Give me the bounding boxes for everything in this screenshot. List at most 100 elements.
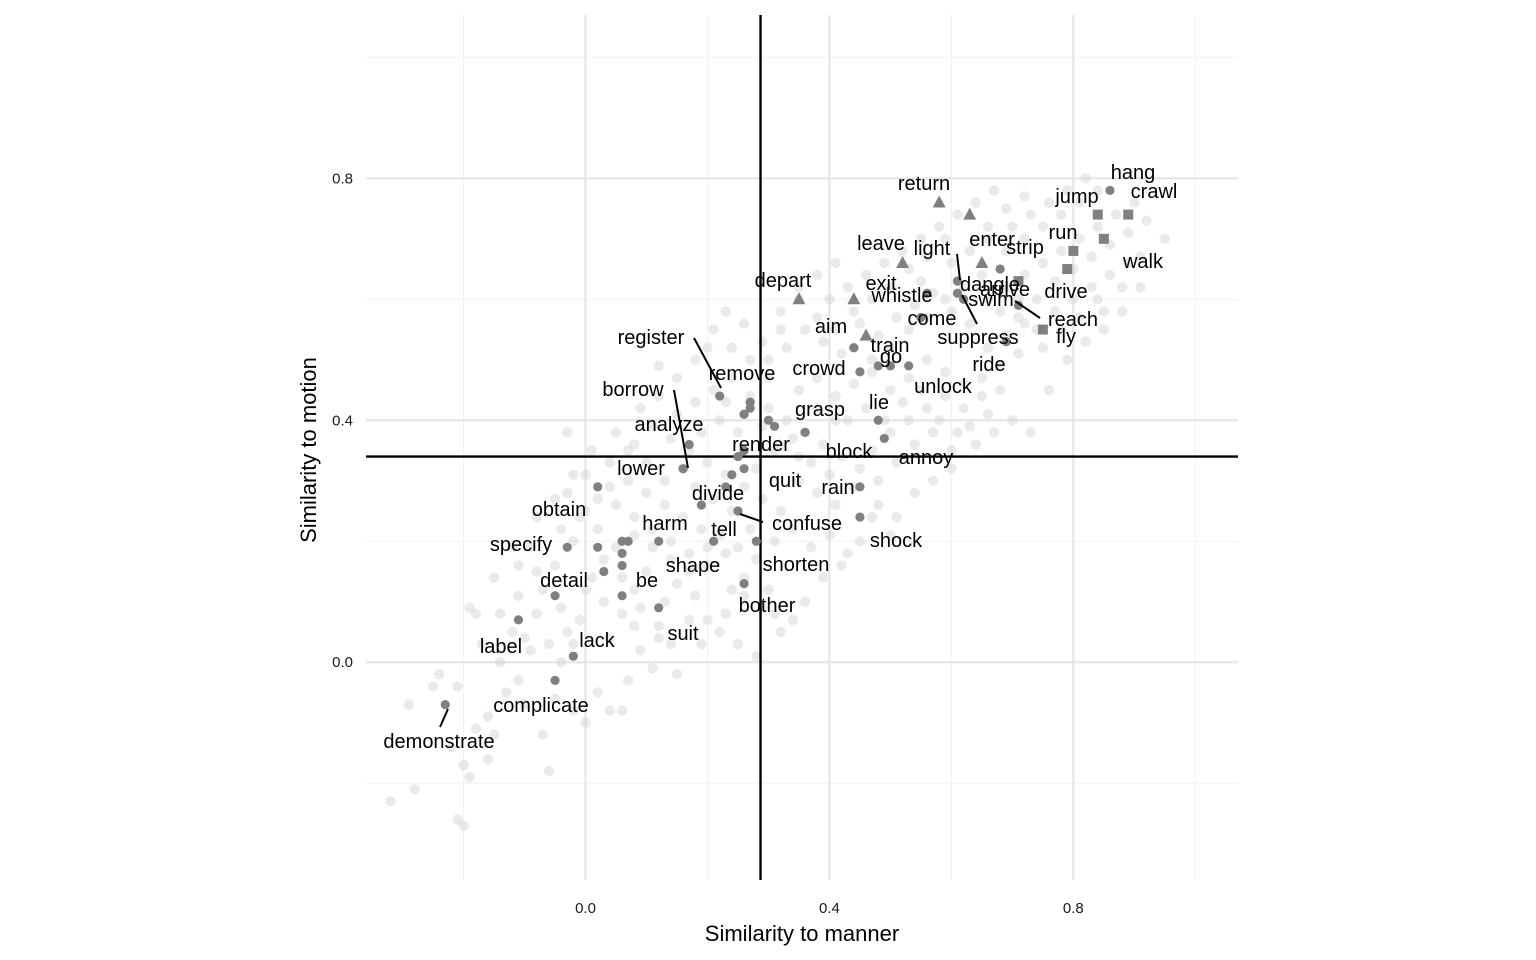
background-point (940, 294, 951, 305)
circle-point (1105, 185, 1115, 196)
background-point (568, 638, 579, 650)
background-point (635, 602, 646, 613)
square-point (1092, 209, 1103, 220)
background-point (452, 681, 463, 692)
circle-point (678, 464, 688, 474)
point-label: return (898, 173, 950, 195)
circle-point (873, 415, 883, 425)
background-point (1092, 221, 1103, 232)
background-point (659, 499, 670, 511)
background-point (860, 269, 872, 281)
background-point (690, 481, 701, 493)
circle-point (855, 367, 865, 377)
background-point (769, 536, 780, 547)
background-point (915, 275, 927, 287)
point-label: suppress (937, 327, 1018, 349)
background-point (1074, 312, 1085, 323)
background-point (592, 493, 603, 505)
point-label: label (480, 636, 522, 658)
background-point (1007, 415, 1018, 426)
background-point (1123, 227, 1134, 238)
point-label: leave (857, 233, 905, 255)
square-point (1123, 209, 1134, 220)
point-label: light (914, 238, 951, 260)
background-point (1062, 354, 1073, 365)
background-point (763, 372, 774, 384)
background-point (1019, 318, 1030, 329)
background-point (903, 372, 914, 384)
background-point (409, 784, 420, 795)
background-point (531, 566, 542, 577)
background-point (543, 638, 555, 650)
background-point (671, 578, 683, 589)
x-tick-label: 0.8 (1063, 900, 1084, 917)
background-point (946, 306, 957, 317)
background-point (732, 638, 744, 650)
background-point (994, 360, 1006, 372)
circle-point (617, 591, 627, 601)
background-point (757, 493, 768, 505)
x-tick-label: 0.0 (575, 900, 596, 917)
point-label: lie (869, 392, 889, 414)
background-point (757, 336, 768, 347)
background-point (653, 360, 664, 372)
background-point (812, 402, 823, 414)
point-label: specify (490, 534, 552, 556)
background-point (531, 608, 542, 620)
background-point (464, 771, 475, 783)
background-point (1013, 348, 1024, 359)
background-point (1080, 336, 1091, 347)
circle-point (885, 361, 896, 371)
background-point (842, 415, 853, 426)
background-point (488, 729, 500, 741)
circle-point (739, 579, 749, 589)
background-point (854, 463, 866, 474)
background-point (818, 439, 829, 450)
square-point (1098, 233, 1109, 244)
background-point (574, 511, 585, 523)
background-points (385, 173, 1171, 831)
point-label: drive (1044, 281, 1087, 303)
point-label: enter (969, 229, 1015, 251)
background-point (568, 469, 579, 480)
background-point (879, 257, 890, 269)
circle-point (995, 264, 1005, 274)
background-point (537, 584, 549, 595)
point-label: be (636, 570, 658, 592)
background-point (653, 632, 664, 644)
point-label: lack (579, 630, 616, 652)
circle-point (617, 548, 627, 558)
background-point (671, 372, 683, 384)
point-label: obtain (532, 499, 587, 521)
background-point (568, 536, 579, 547)
background-point (702, 614, 713, 626)
background-point (720, 548, 731, 559)
background-point (915, 233, 927, 245)
leader-line (956, 253, 961, 281)
background-point (464, 602, 475, 613)
background-point (1116, 282, 1128, 293)
background-point (677, 511, 689, 523)
background-point (1104, 269, 1116, 281)
point-label: divide (692, 483, 744, 505)
background-point (976, 390, 988, 402)
background-point (586, 572, 597, 583)
background-point (427, 681, 439, 692)
background-point (683, 548, 695, 559)
point-label: swim (968, 289, 1014, 311)
background-point (494, 657, 506, 668)
background-point (812, 312, 823, 323)
circle-point (599, 566, 609, 577)
square-point (1037, 324, 1048, 335)
background-point (1086, 282, 1097, 293)
point-label: shock (870, 530, 923, 552)
background-point (891, 457, 902, 468)
leader-line (673, 389, 689, 469)
background-point (952, 427, 963, 438)
background-point (555, 523, 567, 535)
leader-line (961, 294, 978, 325)
background-point (1037, 221, 1049, 232)
background-point (641, 457, 652, 468)
point-label: block (826, 441, 874, 463)
background-point (549, 493, 561, 505)
